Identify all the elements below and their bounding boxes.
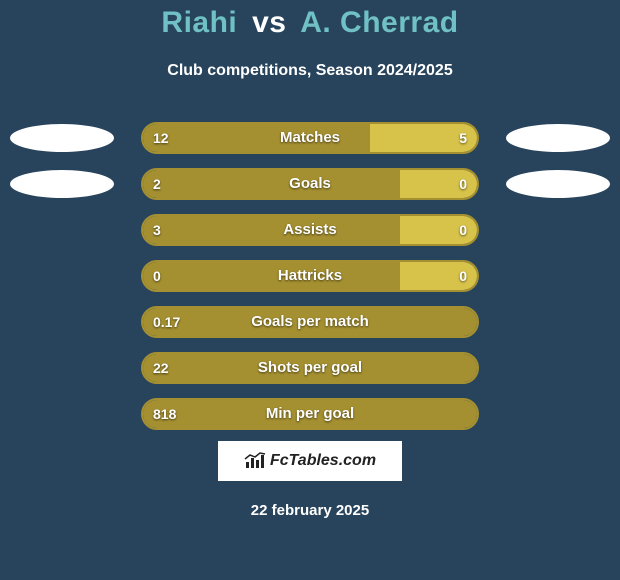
stat-row: 0.17Goals per match bbox=[0, 306, 620, 338]
stat-bar: 22Shots per goal bbox=[141, 352, 479, 384]
stat-bar: 00Hattricks bbox=[141, 260, 479, 292]
stat-label: Assists bbox=[143, 216, 477, 244]
stat-bar: 20Goals bbox=[141, 168, 479, 200]
date-label: 22 february 2025 bbox=[0, 502, 620, 519]
stat-label: Shots per goal bbox=[143, 354, 477, 382]
stat-label: Goals bbox=[143, 170, 477, 198]
subtitle: Club competitions, Season 2024/2025 bbox=[0, 62, 620, 80]
stat-bar: 125Matches bbox=[141, 122, 479, 154]
stat-bar: 818Min per goal bbox=[141, 398, 479, 430]
stat-bar: 30Assists bbox=[141, 214, 479, 246]
chart-icon bbox=[244, 452, 266, 470]
stat-row: 30Assists bbox=[0, 214, 620, 246]
stat-label: Goals per match bbox=[143, 308, 477, 336]
stat-row: 20Goals bbox=[0, 168, 620, 200]
stat-label: Min per goal bbox=[143, 400, 477, 428]
stat-row: 818Min per goal bbox=[0, 398, 620, 430]
vs-label: vs bbox=[252, 6, 286, 39]
player2-badge bbox=[506, 124, 610, 152]
stat-row: 22Shots per goal bbox=[0, 352, 620, 384]
stat-label: Hattricks bbox=[143, 262, 477, 290]
player1-name: Riahi bbox=[161, 6, 237, 39]
player1-badge bbox=[10, 170, 114, 198]
stat-row: 00Hattricks bbox=[0, 260, 620, 292]
stat-bar: 0.17Goals per match bbox=[141, 306, 479, 338]
brand-box: FcTables.com bbox=[218, 441, 402, 481]
player1-badge bbox=[10, 124, 114, 152]
comparison-infographic: Riahi vs A. Cherrad Club competitions, S… bbox=[0, 0, 620, 580]
stat-row: 125Matches bbox=[0, 122, 620, 154]
stat-label: Matches bbox=[143, 124, 477, 152]
brand-text: FcTables.com bbox=[270, 452, 376, 470]
stat-rows: 125Matches 20Goals 30Assists 00Hattricks 0.1… bbox=[0, 122, 620, 444]
player2-name: A. Cherrad bbox=[300, 6, 458, 39]
title: Riahi vs A. Cherrad bbox=[0, 6, 620, 40]
player2-badge bbox=[506, 170, 610, 198]
